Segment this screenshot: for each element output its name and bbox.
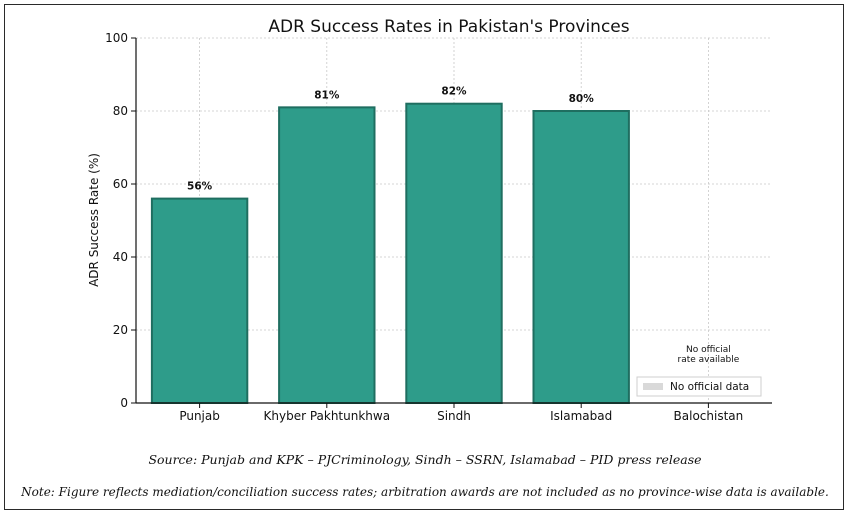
note-caption: Note: Figure reflects mediation/concilia…: [21, 485, 829, 499]
axes: 0 20 40 60 80 100 Punjab Khyber Pakhtunkhwa Sind…: [105, 31, 772, 423]
bar-punjab: [150, 197, 249, 404]
legend: No official data: [636, 376, 762, 397]
data-label: 81%: [314, 89, 340, 101]
x-tick-label: Balochistan: [674, 409, 744, 423]
legend-label: No official data: [670, 381, 749, 393]
x-tick-label: Sindh: [437, 409, 471, 423]
bar-sindh: [405, 102, 503, 404]
bar-khyber-pakhtunkhwa: [278, 106, 376, 404]
y-tick-label: 60: [113, 177, 128, 191]
no-data-annotation-line2: rate available: [678, 355, 740, 365]
chart-title: ADR Success Rates in Pakistan's Province…: [268, 17, 629, 37]
y-tick-label: 20: [113, 323, 128, 337]
figure-frame: [4, 4, 844, 510]
x-tick-label: Punjab: [179, 409, 220, 423]
y-tick-label: 0: [120, 396, 128, 410]
bars: 56% 81% 82% 80%: [150, 86, 630, 404]
data-label: 82%: [441, 86, 467, 98]
no-data-annotation-line1: No official: [686, 345, 731, 355]
y-tick-label: 80: [113, 104, 128, 118]
legend-swatch: [643, 383, 663, 390]
y-tick-label: 40: [113, 250, 128, 264]
x-tick-label: Islamabad: [550, 409, 612, 423]
source-caption: Source: Punjab and KPK – PJCriminology, …: [148, 452, 702, 467]
y-tick-label: 100: [105, 31, 128, 45]
data-label: 80%: [569, 93, 595, 105]
y-axis-label: ADR Success Rate (%): [87, 153, 101, 287]
legend-box: [636, 376, 762, 397]
bar-islamabad: [532, 110, 630, 404]
data-label: 56%: [187, 181, 213, 193]
bar-chart: ADR Success Rates in Pakistan's Province…: [87, 17, 772, 423]
x-tick-label: Khyber Pakhtunkhwa: [264, 409, 391, 423]
